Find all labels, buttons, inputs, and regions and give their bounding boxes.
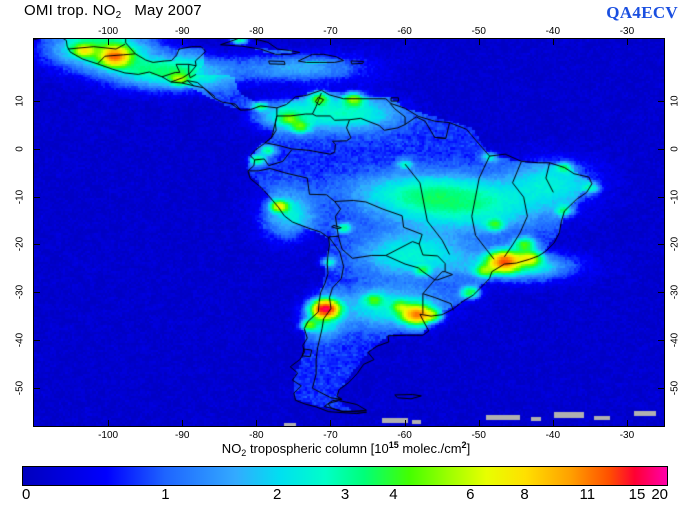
axis-tick-x <box>182 420 184 426</box>
colorbar-tick: 3 <box>340 486 350 503</box>
axis-tick-x <box>478 420 480 426</box>
colorbar-tick: 8 <box>520 486 529 503</box>
colorbar-tick-labels: 0 1 2 3 4 6 8 11 15 20 <box>22 486 668 507</box>
axis-label-y-right: -30 <box>669 284 681 300</box>
axis-tick-y <box>658 387 664 389</box>
colorbar[interactable] <box>22 466 668 486</box>
axis-label-x-bottom: -80 <box>249 430 264 441</box>
axis-tick-x <box>404 420 406 426</box>
axis-label-x-bottom: -100 <box>98 430 119 441</box>
axis-label-y-right: -40 <box>669 332 681 348</box>
axis-tick-y <box>658 196 664 198</box>
axis-tick-y <box>34 148 40 150</box>
colorbar-tick: 4 <box>389 486 398 503</box>
coastline-overlay-canvas <box>34 39 664 426</box>
axis-label-y-right: 10 <box>669 95 681 107</box>
colorbar-tick: 20 <box>651 486 668 503</box>
axis-tick-x <box>330 420 332 426</box>
figure-title: OMI trop. NO2 May 2007 <box>24 2 202 21</box>
axis-label-y-left: -10 <box>14 189 26 204</box>
axis-tick-y <box>658 292 664 294</box>
axis-label-y-left: -20 <box>14 237 26 252</box>
axis-tick-y <box>658 340 664 341</box>
colorbar-tick: 6 <box>466 486 475 503</box>
axis-label-y-left: -30 <box>14 284 26 300</box>
colorbar-tick: 15 <box>628 486 646 503</box>
axis-label-x-bottom: -90 <box>175 430 190 441</box>
axis-tick-y <box>658 101 664 103</box>
axis-label-x-bottom: -40 <box>545 430 561 441</box>
axis-tick-y <box>658 244 664 246</box>
axis-label-x-top: -70 <box>323 26 338 37</box>
axis-tick-x <box>478 39 480 45</box>
title-instrument: OMI trop. NO <box>24 2 116 19</box>
title-subscript: 2 <box>115 10 122 21</box>
axis-label-x-top: -30 <box>619 26 635 37</box>
title-period: May 2007 <box>134 2 202 19</box>
colorbar-title: NO2 tropospheric column [1015 molec./cm2… <box>221 440 471 458</box>
axis-label-y-left: 10 <box>14 95 26 107</box>
axis-label-y-right: -20 <box>669 237 681 252</box>
axis-tick-x <box>626 39 628 45</box>
axis-label-x-top: -100 <box>98 26 119 37</box>
axis-label-x-top: -50 <box>471 26 486 37</box>
axis-label-y-right: -50 <box>669 380 681 395</box>
axis-label-y-right: 0 <box>669 146 681 152</box>
axis-label-y-left: -50 <box>14 380 26 395</box>
axis-label-x-top: -90 <box>175 26 190 37</box>
axis-tick-y <box>34 244 40 246</box>
colorbar-tick: 2 <box>272 486 282 503</box>
axis-label-x-top: -80 <box>249 26 264 37</box>
axis-tick-y <box>34 292 40 294</box>
axis-label-y-left: 0 <box>14 146 26 152</box>
axis-tick-y <box>34 101 40 103</box>
axis-tick-x <box>552 420 554 426</box>
axis-tick-x <box>108 420 110 426</box>
colorbar-species: NO <box>221 441 242 456</box>
axis-tick-x <box>626 420 628 426</box>
axis-tick-x <box>256 420 258 426</box>
axis-tick-x <box>256 39 258 45</box>
axis-label-y-left: -40 <box>14 332 26 348</box>
axis-label-x-bottom: -70 <box>323 430 338 441</box>
axis-label-x-bottom: -50 <box>471 430 486 441</box>
axis-tick-x <box>552 39 554 45</box>
colorbar-tick: 1 <box>161 486 170 503</box>
axis-label-x-top: -60 <box>397 26 412 37</box>
axis-label-y-right: -10 <box>669 189 681 204</box>
axis-tick-y <box>34 196 40 198</box>
colorbar-main: tropospheric column [10 <box>249 441 389 456</box>
axis-label-x-top: -40 <box>545 26 561 37</box>
colorbar-gradient <box>22 466 668 486</box>
map-panel[interactable] <box>33 38 665 427</box>
colorbar-tick: 11 <box>579 486 596 503</box>
axis-label-x-bottom: -60 <box>397 430 412 441</box>
axis-tick-y <box>34 387 40 389</box>
colorbar-tick: 0 <box>22 486 31 503</box>
axis-tick-x <box>108 39 110 45</box>
colorbar-units: molec./cm <box>398 441 462 456</box>
axis-label-x-bottom: -30 <box>619 430 635 441</box>
axis-tick-x <box>404 39 406 45</box>
axis-tick-y <box>34 340 40 341</box>
axis-tick-x <box>182 39 184 45</box>
axis-tick-y <box>658 148 664 150</box>
axis-tick-x <box>330 39 332 45</box>
qa4ecv-logo: QA4ECV <box>606 3 678 22</box>
